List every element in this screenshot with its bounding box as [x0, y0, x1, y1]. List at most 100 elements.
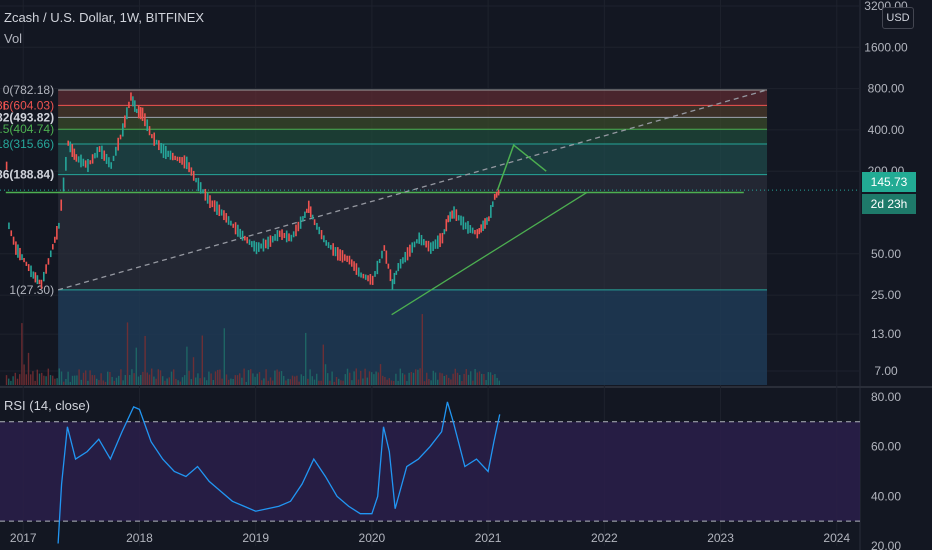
price-candle — [278, 230, 281, 237]
price-candle — [455, 209, 458, 221]
price-candle — [199, 182, 202, 194]
volume-bar — [364, 368, 366, 385]
rsi-tick-label: 20.00 — [871, 539, 901, 550]
volume-bar — [236, 375, 239, 385]
price-candle — [288, 233, 290, 242]
volume-bar — [36, 369, 39, 385]
volume-bar — [82, 372, 85, 385]
volume-bar — [349, 372, 351, 385]
price-candle — [449, 211, 451, 222]
volume-bar — [287, 378, 289, 385]
volume-bar — [179, 381, 182, 385]
volume-bar — [316, 373, 318, 385]
volume-bar — [428, 379, 430, 385]
volume-bar — [483, 374, 485, 385]
price-candle — [237, 224, 239, 237]
price-candle — [292, 231, 295, 238]
volume-bar — [80, 379, 83, 385]
fib-zone — [58, 89, 768, 106]
volume-bar — [322, 344, 325, 385]
volume-bar — [272, 380, 274, 385]
price-candle — [399, 259, 402, 269]
price-candle — [220, 209, 223, 216]
price-candle — [311, 214, 314, 220]
price-candle — [439, 233, 441, 248]
price-candle — [427, 240, 430, 252]
volume-bar — [285, 380, 287, 385]
time-tick-label: 2017 — [10, 531, 37, 545]
volume-bar — [432, 370, 435, 385]
price-candle — [124, 115, 126, 128]
price-candle — [202, 189, 204, 194]
volume-bar — [245, 381, 248, 385]
price-candle — [34, 272, 37, 283]
price-candle — [376, 260, 379, 275]
price-candle — [225, 213, 228, 223]
volume-bar — [362, 378, 364, 385]
volume-bar — [67, 371, 69, 385]
projection-path — [496, 143, 547, 191]
price-candle — [144, 113, 146, 127]
price-candle — [204, 188, 207, 201]
volume-bar — [313, 379, 316, 385]
volume-bar — [254, 376, 256, 385]
price-candle — [480, 224, 482, 233]
fib-level-label: 0.618(315.66) — [0, 137, 54, 151]
volume-bar — [346, 368, 349, 385]
price-candle — [307, 200, 310, 213]
price-candle — [316, 222, 318, 230]
price-candle — [134, 100, 136, 112]
volume-bar — [14, 372, 17, 385]
volume-bar — [401, 373, 404, 385]
price-candle — [362, 273, 365, 279]
volume-bar — [415, 369, 417, 385]
volume-bar — [269, 377, 272, 385]
rsi-tick-label: 80.00 — [871, 390, 901, 404]
price-candle — [290, 234, 293, 242]
volume-bar — [43, 375, 45, 385]
price-candle — [271, 236, 274, 243]
time-tick-label: 2021 — [475, 531, 502, 545]
price-candle — [482, 220, 484, 231]
fib-zone — [58, 105, 768, 118]
price-candle — [476, 229, 479, 239]
volume-bar — [459, 374, 461, 385]
volume-label[interactable]: Vol — [4, 31, 23, 46]
volume-bar — [320, 380, 322, 385]
price-candle — [318, 226, 321, 235]
volume-bar — [247, 370, 250, 385]
volume-bar — [230, 378, 232, 385]
volume-bar — [430, 380, 432, 385]
volume-bar — [384, 376, 386, 385]
price-candle — [304, 211, 306, 218]
price-candle — [244, 235, 246, 241]
volume-bar — [445, 374, 448, 385]
price-candle — [260, 243, 262, 249]
price-candle — [73, 148, 76, 160]
volume-bar — [120, 369, 122, 385]
volume-bar — [170, 371, 173, 385]
volume-bar — [98, 380, 100, 385]
volume-bar — [206, 380, 208, 385]
symbol-title[interactable]: Zcash / U.S. Dollar, 1W, BITFINEX — [4, 10, 205, 25]
volume-bar — [371, 372, 373, 385]
price-candle — [474, 229, 476, 235]
price-candle — [30, 265, 32, 278]
fib-zone — [58, 289, 768, 385]
rsi-label[interactable]: RSI (14, close) — [4, 398, 90, 413]
currency-unit-button[interactable]: USD — [882, 7, 914, 29]
price-candle — [174, 155, 176, 161]
volume-bar — [360, 370, 362, 385]
price-candle — [153, 132, 156, 146]
time-tick-label: 2022 — [591, 531, 618, 545]
volume-bar — [228, 379, 230, 385]
price-candle — [195, 178, 197, 183]
price-candle — [274, 234, 276, 241]
price-candle — [65, 156, 67, 171]
price-candle — [101, 145, 103, 160]
volume-bar — [441, 373, 443, 385]
volume-bar — [10, 380, 12, 385]
price-candle — [327, 242, 330, 249]
price-candle — [436, 235, 439, 249]
